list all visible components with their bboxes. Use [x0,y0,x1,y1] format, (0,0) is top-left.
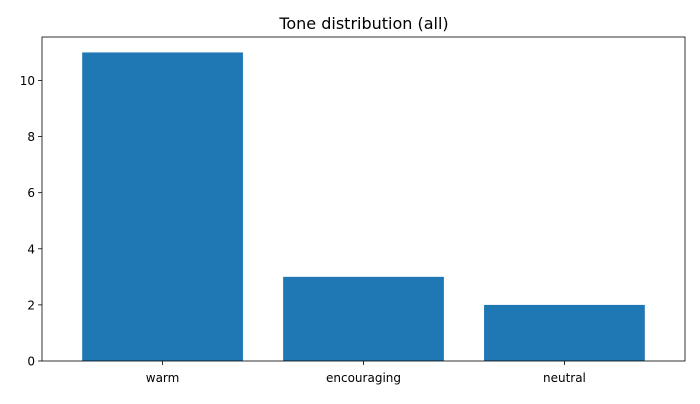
plot-area: 0 2 4 6 8 10 warm encouraging neutral [20,36,686,385]
y-tick-label: 0 [27,355,35,369]
x-tick-label: warm [146,371,180,385]
chart-title: Tone distribution (all) [278,14,448,33]
x-tick-label: encouraging [326,371,401,385]
y-tick-label: 6 [27,186,35,200]
y-tick-label: 8 [27,130,35,144]
bar-warm [82,52,243,362]
bar-encouraging [283,276,444,361]
bar-neutral [484,304,645,361]
x-tick-label: neutral [543,371,586,385]
y-tick-label: 4 [27,242,35,256]
y-tick-label: 2 [27,298,35,312]
y-tick-label: 10 [20,74,35,88]
